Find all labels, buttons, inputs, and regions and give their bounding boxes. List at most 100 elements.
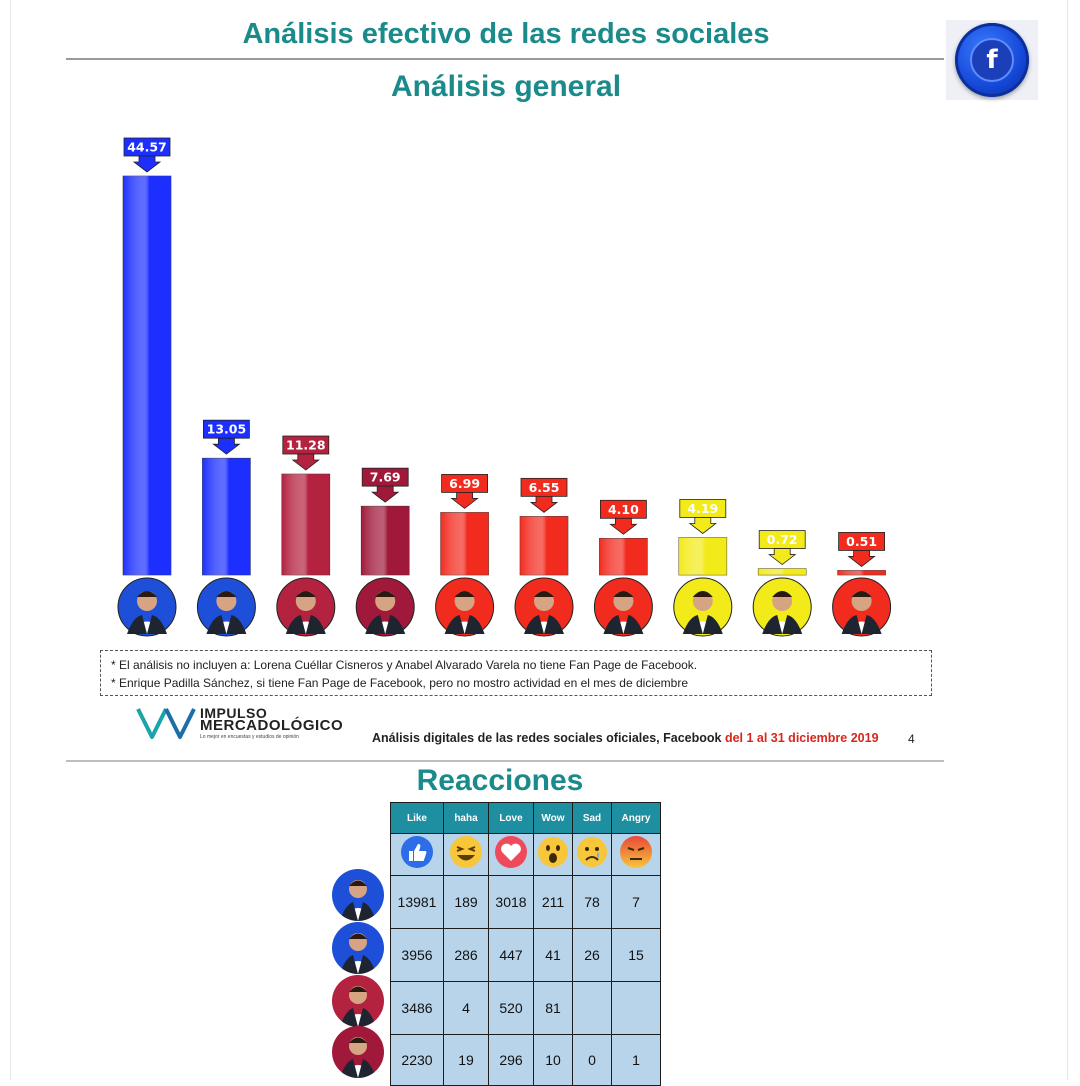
reaction-cell-like: 2230	[390, 1034, 444, 1086]
page-frame	[10, 0, 1068, 1080]
page-title: Análisis efectivo de las redes sociales	[242, 18, 770, 50]
reaction-cell-sad: 78	[572, 875, 612, 929]
reactions-title: Reacciones	[416, 764, 584, 797]
note-line-1: * El análisis no incluyen a: Lorena Cuél…	[111, 658, 698, 672]
bar-shine-3	[281, 474, 330, 575]
header-wow: Wow	[533, 802, 573, 834]
title-divider	[66, 58, 944, 60]
data-label-text-8: 4.19	[687, 501, 718, 516]
angry-icon	[611, 833, 661, 876]
row-avatar-3	[332, 975, 384, 1027]
logo-tagline: Lo mejor en encuestas y estudios de opin…	[200, 734, 299, 740]
candidate-avatar-4	[355, 577, 415, 637]
candidate-avatar-8	[673, 577, 733, 637]
data-label-10: 0.51	[838, 532, 885, 567]
data-label-text-9: 0.72	[767, 532, 798, 547]
footer-date: del 1 al 31 diciembre 2019	[724, 731, 879, 745]
data-label-1: 44.57	[123, 137, 171, 173]
data-label-4: 7.69	[361, 467, 409, 503]
data-label-9: 0.72	[758, 530, 806, 566]
bar-shine-4	[361, 506, 410, 575]
data-label-6: 6.55	[520, 477, 568, 513]
reaction-cell-angry: 7	[611, 875, 661, 929]
logo-mark-icon	[136, 708, 196, 739]
bar-shine-5	[440, 512, 489, 575]
reaction-cell-haha: 189	[443, 875, 489, 929]
reaction-cell-like: 3956	[390, 928, 444, 982]
data-label-text-7: 4.10	[608, 502, 639, 517]
note-line-2: * Enrique Padilla Sánchez, si tiene Fan …	[111, 676, 688, 690]
reaction-cell-love: 296	[488, 1034, 534, 1086]
reactions-row-3: 3486 4 520 81	[390, 981, 661, 1035]
sad-icon	[572, 833, 612, 876]
data-label-text-3: 11.28	[286, 438, 326, 453]
bar-shine-9	[758, 568, 807, 575]
love-icon	[488, 833, 534, 876]
bar-shine-6	[520, 516, 568, 575]
header-angry: Angry	[611, 802, 661, 834]
data-label-2: 13.05	[202, 419, 250, 455]
reaction-cell-angry: 15	[611, 928, 661, 982]
chart-subtitle: Análisis general	[390, 70, 622, 103]
wow-icon	[533, 833, 573, 876]
reaction-cell-haha: 19	[443, 1034, 489, 1086]
reaction-cell-love: 520	[488, 981, 534, 1035]
facebook-logo-box: f	[946, 20, 1038, 100]
data-label-text-2: 13.05	[207, 422, 247, 437]
reaction-cell-like: 3486	[390, 981, 444, 1035]
bar-shine-10	[837, 570, 886, 575]
bar-chart: 44.57 13.05 11.28 7.69 6.99 6.55 4.10 4.19 0.72 0…	[117, 137, 892, 637]
footer-text: Análisis digitales de las redes sociales…	[372, 731, 722, 745]
reaction-cell-haha: 4	[443, 981, 489, 1035]
reactions-row-4: 2230 19 296 10 0 1	[390, 1034, 661, 1086]
section-divider	[66, 760, 944, 762]
candidate-avatar-6	[514, 577, 574, 637]
reactions-header-row: Like haha Love Wow Sad Angry	[390, 802, 661, 834]
data-label-text-10: 0.51	[846, 534, 877, 549]
data-label-8: 4.19	[679, 499, 727, 534]
bar-shine-2	[202, 458, 251, 575]
reaction-cell-wow: 41	[533, 928, 573, 982]
reaction-cell-sad	[572, 981, 612, 1035]
reaction-cell-sad: 0	[572, 1034, 612, 1086]
notes-box: * El análisis no incluyen a: Lorena Cuél…	[100, 650, 932, 696]
candidate-avatar-9	[752, 577, 812, 637]
reactions-icon-row	[390, 833, 661, 876]
reaction-cell-wow: 211	[533, 875, 573, 929]
candidate-avatar-7	[593, 577, 653, 637]
candidate-avatar-2	[196, 577, 256, 637]
footer-caption: Análisis digitales de las redes sociales…	[372, 731, 879, 745]
reaction-cell-sad: 26	[572, 928, 612, 982]
header-like: Like	[390, 802, 444, 834]
bar-shine-1	[123, 176, 171, 575]
row-avatar-2	[332, 922, 384, 974]
candidate-avatar-1	[117, 577, 177, 637]
reactions-row-1: 13981 189 3018 211 78 7	[390, 875, 661, 929]
data-label-text-6: 6.55	[529, 480, 560, 495]
row-avatar-1	[332, 869, 384, 921]
logo-line-1: IMPULSO	[200, 705, 268, 721]
page-number: 4	[908, 732, 915, 746]
reactions-row-2: 3956 286 447 41 26 15	[390, 928, 661, 982]
row-avatar-4	[332, 1026, 384, 1078]
impulso-logo: IMPULSO MERCADOLÓGICO Lo mejor en encues…	[136, 703, 366, 743]
candidate-avatar-10	[832, 577, 892, 637]
reaction-cell-like: 13981	[390, 875, 444, 929]
data-label-5: 6.99	[441, 474, 489, 509]
data-label-7: 4.10	[600, 499, 647, 535]
bar-shine-7	[599, 538, 648, 575]
reaction-cell-love: 3018	[488, 875, 534, 929]
reaction-cell-wow: 81	[533, 981, 573, 1035]
like-icon	[390, 833, 444, 876]
facebook-icon: f	[955, 23, 1029, 97]
bar-shine-8	[678, 537, 727, 575]
haha-icon	[443, 833, 489, 876]
data-label-text-4: 7.69	[370, 470, 401, 485]
reactions-table: Like haha Love Wow Sad Angry	[390, 802, 661, 1086]
logo-line-2: MERCADOLÓGICO	[200, 717, 344, 734]
reaction-cell-wow: 10	[533, 1034, 573, 1086]
header-haha: haha	[443, 802, 489, 834]
header-love: Love	[488, 802, 534, 834]
reaction-cell-angry: 1	[611, 1034, 661, 1086]
data-label-text-1: 44.57	[127, 140, 167, 155]
